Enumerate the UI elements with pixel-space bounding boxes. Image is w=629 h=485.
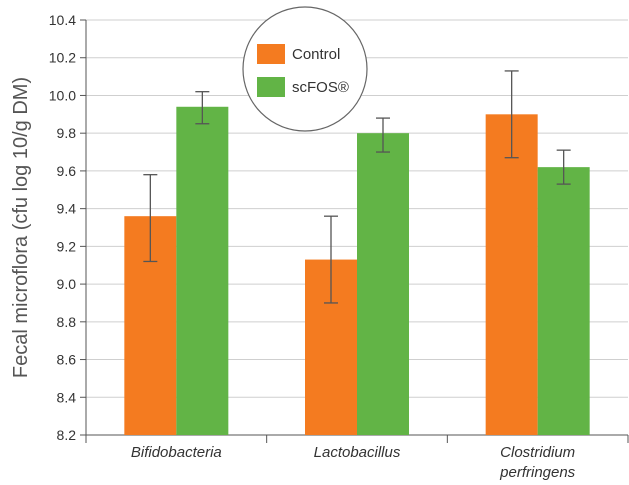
bar bbox=[176, 106, 229, 435]
bar bbox=[485, 114, 538, 436]
x-tick-label: perfringens bbox=[499, 464, 576, 481]
legend-label: scFOS® bbox=[292, 79, 349, 96]
x-tick-label: Lactobacillus bbox=[314, 444, 401, 461]
y-tick-label: 10.0 bbox=[49, 87, 76, 103]
y-tick-label: 8.4 bbox=[57, 389, 77, 405]
bar bbox=[537, 167, 590, 436]
y-tick-label: 9.0 bbox=[57, 276, 77, 292]
y-axis-label: Fecal microflora (cfu log 10/g DM) bbox=[10, 77, 32, 378]
legend-swatch bbox=[257, 44, 285, 64]
y-tick-label: 8.2 bbox=[57, 427, 77, 443]
y-tick-label: 10.2 bbox=[49, 50, 76, 66]
bar bbox=[357, 133, 409, 435]
y-tick-label: 9.8 bbox=[57, 125, 77, 141]
y-tick-label: 8.8 bbox=[57, 314, 77, 330]
x-tick-label: Clostridium bbox=[500, 444, 575, 461]
legend-circle bbox=[242, 6, 368, 132]
legend-swatch bbox=[257, 77, 285, 97]
y-tick-label: 9.2 bbox=[57, 238, 77, 254]
y-tick-label: 8.6 bbox=[57, 352, 77, 368]
y-tick-label: 9.4 bbox=[57, 201, 77, 217]
legend-label: Control bbox=[292, 46, 340, 63]
y-tick-label: 9.6 bbox=[57, 163, 77, 179]
y-tick-label: 10.4 bbox=[49, 12, 76, 28]
x-tick-label: Bifidobacteria bbox=[131, 444, 222, 461]
